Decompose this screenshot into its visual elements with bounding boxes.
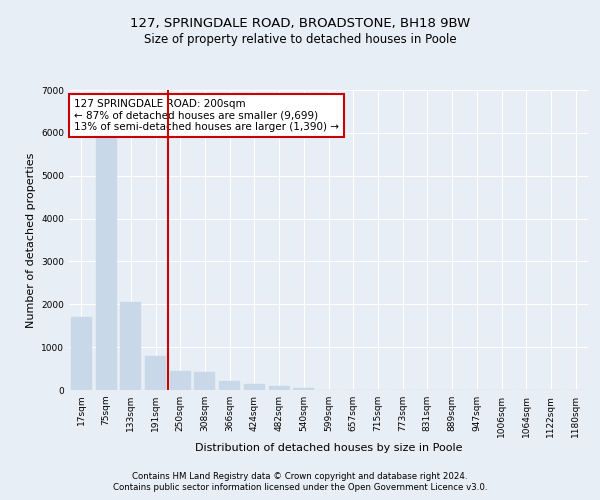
Bar: [219, 382, 240, 390]
Text: 127, SPRINGDALE ROAD, BROADSTONE, BH18 9BW: 127, SPRINGDALE ROAD, BROADSTONE, BH18 9…: [130, 18, 470, 30]
Bar: [170, 370, 191, 390]
Text: Contains HM Land Registry data © Crown copyright and database right 2024.: Contains HM Land Registry data © Crown c…: [132, 472, 468, 481]
Bar: [71, 317, 92, 390]
Bar: [293, 388, 314, 390]
Bar: [244, 384, 265, 390]
Text: Contains public sector information licensed under the Open Government Licence v3: Contains public sector information licen…: [113, 483, 487, 492]
Bar: [269, 386, 290, 390]
Text: 127 SPRINGDALE ROAD: 200sqm
← 87% of detached houses are smaller (9,699)
13% of : 127 SPRINGDALE ROAD: 200sqm ← 87% of det…: [74, 99, 339, 132]
Bar: [145, 356, 166, 390]
Y-axis label: Number of detached properties: Number of detached properties: [26, 152, 35, 328]
Bar: [95, 137, 116, 390]
Bar: [194, 372, 215, 390]
Bar: [120, 302, 141, 390]
Text: Size of property relative to detached houses in Poole: Size of property relative to detached ho…: [143, 32, 457, 46]
X-axis label: Distribution of detached houses by size in Poole: Distribution of detached houses by size …: [195, 442, 462, 452]
